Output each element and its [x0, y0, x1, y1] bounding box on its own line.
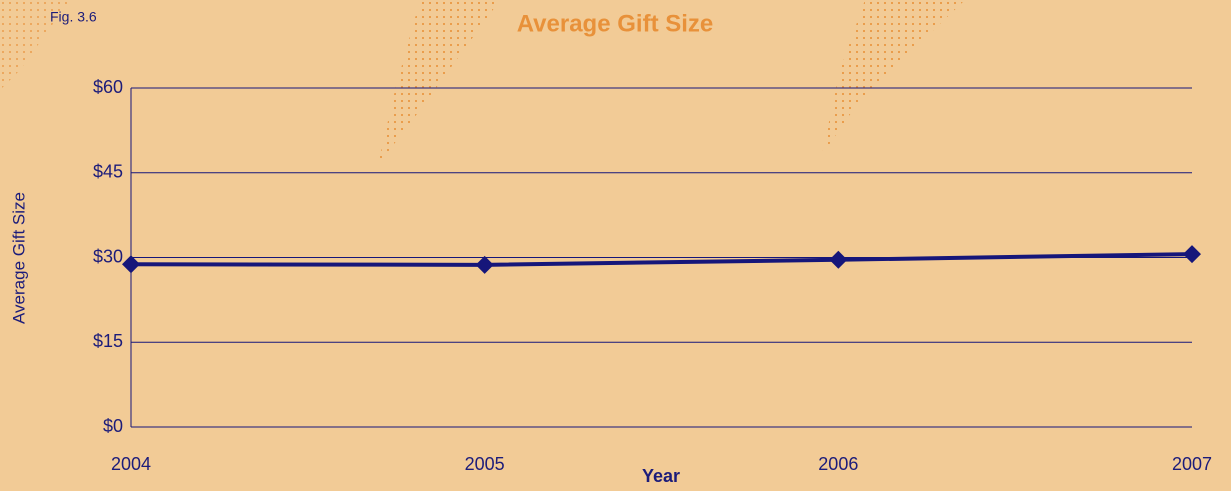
x-tick-label: 2005 [465, 454, 505, 474]
decoration [378, 0, 500, 165]
y-tick-label: $30 [93, 246, 123, 266]
decoration [822, 0, 965, 155]
y-tick-label: $45 [93, 162, 123, 182]
x-tick-label: 2007 [1172, 454, 1212, 474]
x-axis-label: Year [642, 466, 680, 486]
y-tick-label: $60 [93, 77, 123, 97]
x-tick-label: 2006 [818, 454, 858, 474]
point [829, 250, 848, 269]
point [1183, 245, 1201, 264]
decoration [0, 0, 70, 90]
y-tick-label: $15 [93, 331, 123, 351]
y-tick-label: $0 [103, 416, 123, 436]
point [475, 255, 494, 274]
line [130, 252, 1193, 267]
x-tick-label: 2004 [111, 454, 151, 474]
annotation: Fig. 3.6 [50, 9, 97, 25]
y-axis-label: Average Gift Size [9, 192, 28, 324]
point [122, 255, 140, 274]
chart-title: Average Gift Size [517, 10, 714, 37]
